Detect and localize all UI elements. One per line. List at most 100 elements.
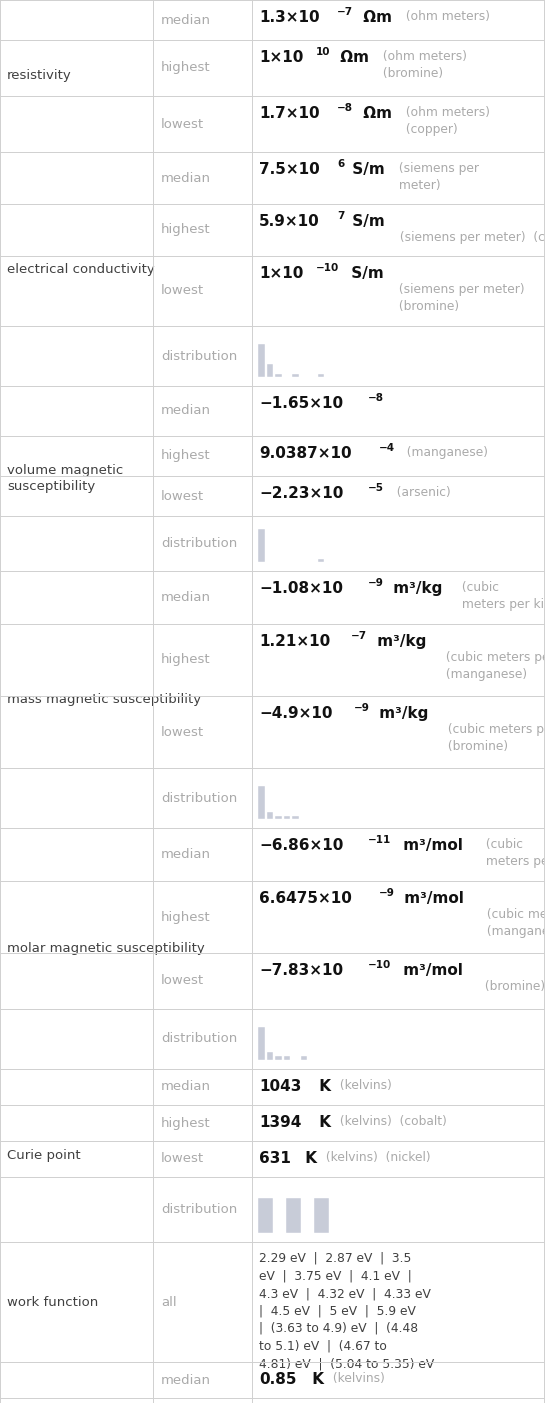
Text: 5.9×10: 5.9×10 [259, 215, 320, 229]
Text: distribution: distribution [161, 537, 237, 550]
Text: 1×10: 1×10 [259, 51, 304, 65]
Text: m³/kg: m³/kg [372, 634, 426, 650]
Text: 6.6475×10: 6.6475×10 [259, 891, 352, 906]
Bar [283, 815, 290, 819]
Text: −8: −8 [337, 102, 353, 114]
Bar [258, 1027, 265, 1061]
Text: −1.65×10: −1.65×10 [259, 396, 343, 411]
Text: 10: 10 [316, 46, 331, 58]
Text: 1394: 1394 [259, 1115, 301, 1129]
Text: (ohm meters)
 (copper): (ohm meters) (copper) [402, 107, 490, 136]
Text: 1043: 1043 [259, 1079, 301, 1094]
Text: lowest: lowest [161, 975, 204, 988]
Text: 7: 7 [337, 210, 345, 222]
Text: m³/kg: m³/kg [374, 706, 429, 721]
Text: −10: −10 [316, 262, 340, 274]
Bar [258, 1198, 273, 1233]
Text: distribution: distribution [161, 1202, 237, 1216]
Text: −9: −9 [367, 578, 383, 588]
Text: lowest: lowest [161, 725, 204, 738]
Bar [292, 815, 299, 819]
Text: m³/kg: m³/kg [388, 581, 442, 596]
Text: distribution: distribution [161, 1033, 237, 1045]
Bar [275, 815, 282, 819]
Text: 1.3×10: 1.3×10 [259, 10, 319, 25]
Bar [267, 1052, 273, 1061]
Text: m³/mol: m³/mol [398, 838, 463, 853]
Bar [258, 344, 265, 377]
Text: −8: −8 [367, 393, 384, 403]
Text: (siemens per meter)
 (bromine): (siemens per meter) (bromine) [395, 267, 525, 313]
Text: median: median [161, 1374, 211, 1386]
Text: median: median [161, 847, 211, 861]
Text: −1.08×10: −1.08×10 [259, 581, 343, 596]
Text: mass magnetic susceptibility: mass magnetic susceptibility [7, 693, 201, 706]
Text: resistivity: resistivity [7, 70, 72, 83]
Bar [283, 1056, 290, 1061]
Text: median: median [161, 591, 211, 605]
Bar [258, 529, 265, 563]
Bar [267, 363, 273, 377]
Text: (kelvins): (kelvins) [336, 1079, 391, 1092]
Text: 2.29 eV  |  2.87 eV  |  3.5
eV  |  3.75 eV  |  4.1 eV  |
4.3 eV  |  4.32 eV  |  : 2.29 eV | 2.87 eV | 3.5 eV | 3.75 eV | 4… [259, 1251, 434, 1369]
Text: work function: work function [7, 1295, 98, 1309]
Bar [267, 812, 273, 819]
Text: Curie point: Curie point [7, 1149, 81, 1162]
Text: highest: highest [161, 1117, 210, 1129]
Text: highest: highest [161, 911, 210, 923]
Text: −9: −9 [354, 703, 370, 713]
Text: −7: −7 [337, 7, 353, 17]
Text: 1.7×10: 1.7×10 [259, 107, 319, 121]
Text: (manganese): (manganese) [399, 446, 488, 459]
Text: (arsenic): (arsenic) [389, 485, 450, 499]
Text: (cubic
 meters per kilogram): (cubic meters per kilogram) [458, 581, 545, 610]
Bar [275, 373, 282, 377]
Text: S/m: S/m [346, 267, 384, 281]
Text: volume magnetic
susceptibility: volume magnetic susceptibility [7, 464, 123, 492]
Text: −11: −11 [368, 835, 391, 845]
Text: (siemens per meter)  (copper): (siemens per meter) (copper) [396, 215, 545, 244]
Bar [318, 560, 324, 563]
Bar [318, 373, 324, 377]
Text: 1.21×10: 1.21×10 [259, 634, 330, 650]
Text: highest: highest [161, 62, 210, 74]
Text: m³/mol: m³/mol [397, 962, 462, 978]
Text: K: K [314, 1115, 331, 1129]
Text: molar magnetic susceptibility: molar magnetic susceptibility [7, 941, 205, 955]
Text: (kelvins): (kelvins) [329, 1372, 385, 1385]
Text: median: median [161, 404, 211, 418]
Text: −9: −9 [379, 888, 395, 898]
Text: median: median [161, 171, 211, 185]
Text: electrical conductivity: electrical conductivity [7, 262, 155, 275]
Text: 6: 6 [337, 159, 344, 168]
Bar [314, 1198, 329, 1233]
Text: lowest: lowest [161, 490, 204, 502]
Text: (bromine): (bromine) [481, 962, 545, 993]
Text: median: median [161, 1080, 211, 1093]
Bar [292, 373, 299, 377]
Text: Ωm: Ωm [358, 107, 392, 121]
Text: −4.9×10: −4.9×10 [259, 706, 332, 721]
Bar [286, 1198, 301, 1233]
Text: −7.83×10: −7.83×10 [259, 962, 343, 978]
Text: lowest: lowest [161, 118, 204, 130]
Text: lowest: lowest [161, 285, 204, 297]
Text: highest: highest [161, 449, 210, 463]
Text: (kelvins)  (cobalt): (kelvins) (cobalt) [336, 1115, 446, 1128]
Text: 1×10: 1×10 [259, 267, 304, 281]
Text: (cubic meters per kilogram)
 (manganese): (cubic meters per kilogram) (manganese) [442, 634, 545, 680]
Text: K: K [300, 1150, 317, 1166]
Text: median: median [161, 14, 211, 27]
Text: −10: −10 [367, 960, 391, 969]
Text: (cubic meters per kilogram)
 (bromine): (cubic meters per kilogram) (bromine) [445, 706, 545, 753]
Text: 9.0387×10: 9.0387×10 [259, 446, 352, 462]
Text: −5: −5 [368, 483, 384, 492]
Text: S/m: S/m [347, 215, 385, 229]
Text: K: K [307, 1372, 324, 1388]
Text: distribution: distribution [161, 349, 237, 362]
Text: Ωm: Ωm [358, 10, 392, 25]
Text: (cubic meters per mole)
 (manganese): (cubic meters per mole) (manganese) [483, 891, 545, 939]
Text: Ωm: Ωm [335, 51, 369, 65]
Text: −4: −4 [379, 443, 395, 453]
Text: (cubic
 meters per mole): (cubic meters per mole) [482, 838, 545, 868]
